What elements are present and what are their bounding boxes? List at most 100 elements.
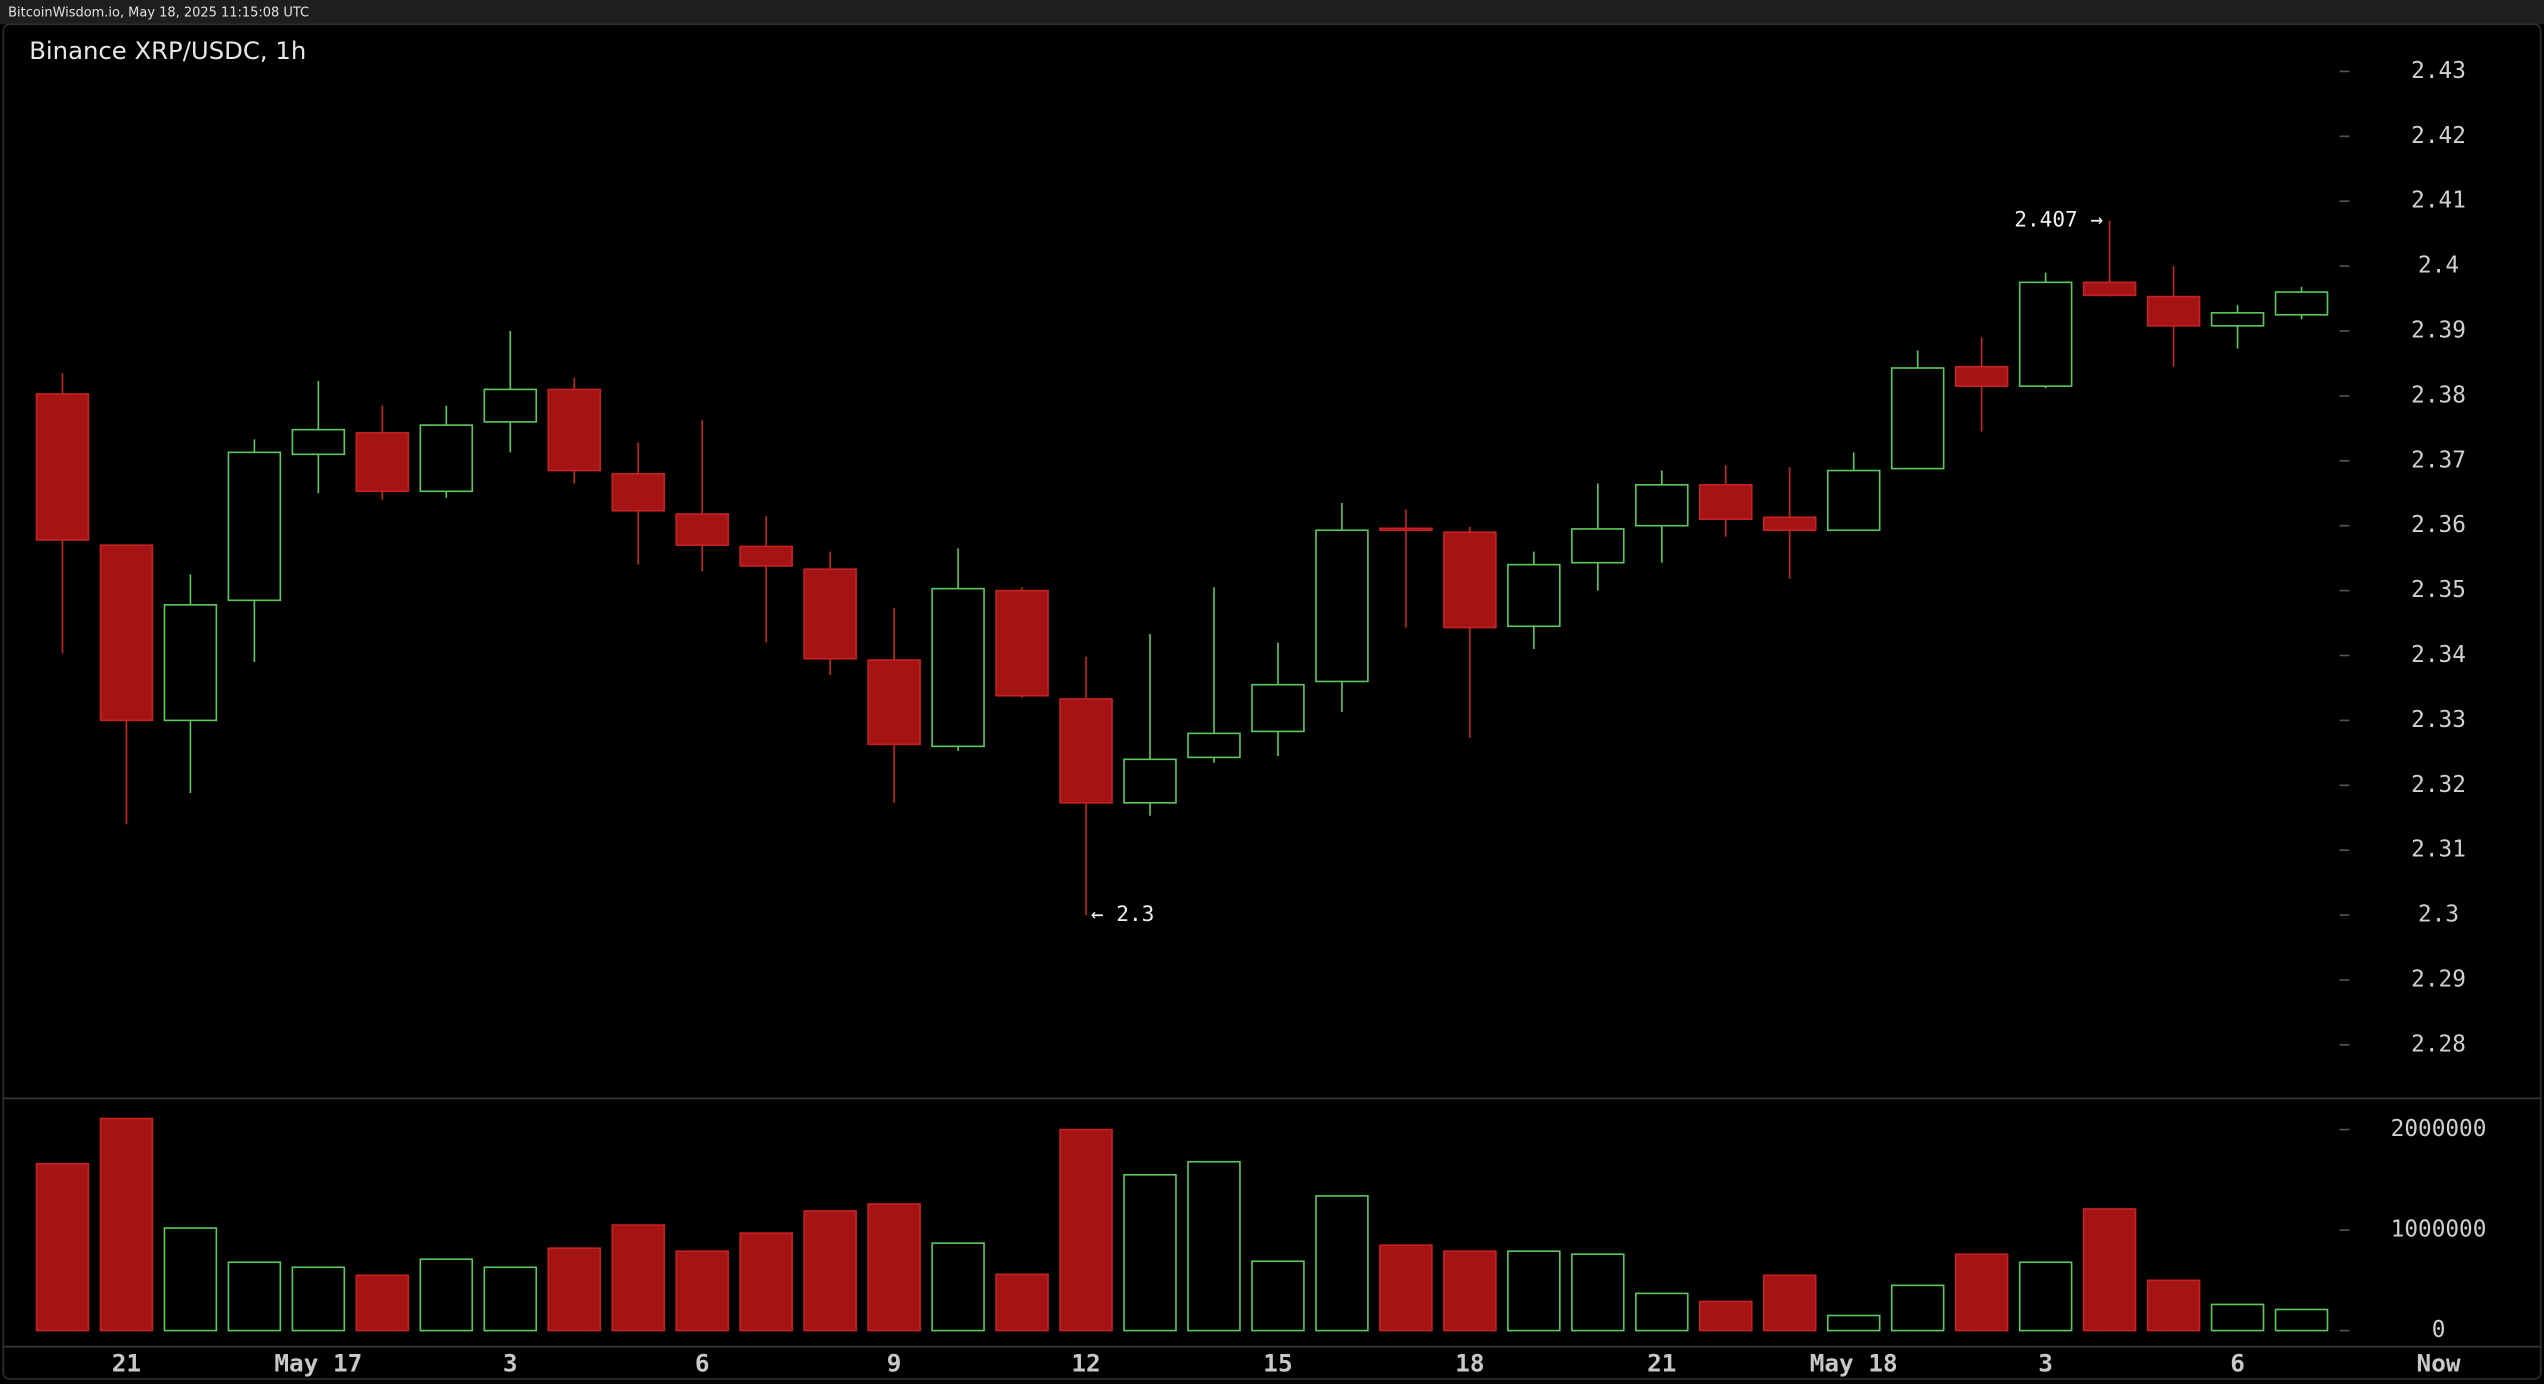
volume-bar: [419, 1258, 474, 1332]
x-tick-label: 9: [887, 1349, 902, 1378]
y-tick-label: 2.4: [2418, 253, 2459, 279]
volume-bar: [2146, 1279, 2201, 1332]
chart-title: Binance XRP/USDC, 1h: [29, 36, 306, 65]
y-tick-label: 2.41: [2411, 188, 2466, 214]
candle-body: [35, 393, 90, 541]
y-tick-label: 2.43: [2411, 58, 2466, 84]
volume-bar: [1507, 1250, 1561, 1332]
candle-body: [547, 388, 602, 472]
x-tick-label: 3: [2038, 1349, 2053, 1378]
x-tick-label: 6: [695, 1349, 710, 1378]
volume-bar: [35, 1162, 90, 1332]
volume-bar: [995, 1273, 1049, 1332]
candle-body: [1379, 527, 1433, 532]
candle-body: [355, 432, 410, 493]
y-tick-label: 2.31: [2411, 837, 2466, 863]
volume-bar: [1059, 1128, 1113, 1332]
candle-body: [1443, 531, 1497, 629]
volume-bar: [355, 1274, 410, 1332]
candle-body: [1954, 365, 2009, 387]
candle-body: [2082, 281, 2137, 297]
x-tick-label: 18: [1455, 1349, 1484, 1378]
candle-body: [611, 472, 665, 512]
x-tick-label: 15: [1263, 1349, 1292, 1378]
volume-bar: [803, 1210, 857, 1332]
y-tick-label: 2.42: [2411, 123, 2466, 149]
volume-bar: [2082, 1208, 2137, 1332]
candle-body: [2146, 295, 2201, 327]
candle-body: [675, 513, 729, 546]
y-tick-label: 2.28: [2411, 1031, 2466, 1057]
y-tick-label: 2.37: [2411, 447, 2466, 473]
header: BitcoinWisdom.io, May 18, 2025 11:15:08 …: [8, 6, 309, 21]
volume-bar: [483, 1266, 538, 1332]
candle-body: [1762, 516, 1817, 532]
volume-bar: [2274, 1308, 2329, 1332]
volume-bar: [1379, 1244, 1433, 1332]
volume-tick-label: 0: [2432, 1317, 2446, 1343]
volume-bar: [1443, 1250, 1497, 1332]
candle-body: [1635, 484, 1689, 527]
x-tick-label: 21: [112, 1349, 141, 1378]
candle-body: [2274, 291, 2329, 316]
volume-bar: [1571, 1253, 1625, 1332]
candle-body: [291, 428, 346, 456]
panel-border: [2, 23, 2542, 1380]
price-annotation: 2.407 →: [2014, 207, 2103, 232]
y-tick-label: 2.33: [2411, 707, 2466, 733]
volume-bar: [163, 1227, 218, 1332]
volume-bar: [1826, 1314, 1881, 1332]
volume-bar: [1251, 1260, 1305, 1332]
volume-bar: [291, 1266, 346, 1332]
y-tick-label: 2.29: [2411, 966, 2466, 992]
candle-body: [931, 587, 985, 748]
volume-bar: [547, 1247, 602, 1332]
volume-tick-label: 1000000: [2391, 1217, 2487, 1243]
x-tick-label: 12: [1071, 1349, 1100, 1378]
volume-bar: [931, 1242, 985, 1332]
x-tick-label: 6: [2230, 1349, 2245, 1378]
volume-bar: [1635, 1292, 1689, 1332]
x-tick-label: 21: [1647, 1349, 1676, 1378]
candle-body: [419, 424, 474, 493]
candle-body: [1890, 367, 1945, 470]
x-tick-label: May 17: [274, 1349, 362, 1378]
y-tick-label: 2.36: [2411, 512, 2466, 538]
candle-body: [995, 589, 1049, 697]
y-tick-label: 2.34: [2411, 642, 2466, 668]
candle-body: [1698, 484, 1753, 521]
candle-body: [163, 604, 218, 722]
volume-bar: [867, 1203, 921, 1332]
volume-bar: [1890, 1284, 1945, 1332]
volume-bar: [1954, 1253, 2009, 1332]
volume-tick-label: 2000000: [2391, 1116, 2487, 1142]
top-bar: [0, 0, 2544, 25]
x-tick-label: May 18: [1810, 1349, 1898, 1378]
candle-body: [1571, 528, 1625, 564]
y-tick-label: 2.38: [2411, 382, 2466, 408]
volume-bar: [611, 1224, 665, 1332]
price-annotation: ← 2.3: [1091, 901, 1154, 926]
volume-bar: [99, 1117, 154, 1332]
candle-body: [1251, 683, 1305, 733]
volume-bar: [1315, 1195, 1369, 1332]
volume-bar: [675, 1250, 729, 1332]
x-tick-label: 3: [503, 1349, 518, 1378]
y-tick-label: 2.3: [2418, 902, 2459, 928]
candle-body: [1315, 529, 1369, 683]
volume-bar: [1762, 1274, 1817, 1332]
candle-body: [2018, 281, 2073, 387]
volume-bar: [739, 1232, 793, 1332]
y-tick-label: 2.39: [2411, 318, 2466, 344]
y-tick-label: 2.32: [2411, 772, 2466, 798]
candle-body: [739, 545, 793, 567]
volume-bar: [1123, 1173, 1177, 1332]
candle-body: [1826, 469, 1881, 532]
candle-body: [1059, 698, 1113, 804]
candle-body: [227, 451, 282, 602]
y-tick-label: 2.35: [2411, 577, 2466, 603]
candle-body: [99, 544, 154, 722]
